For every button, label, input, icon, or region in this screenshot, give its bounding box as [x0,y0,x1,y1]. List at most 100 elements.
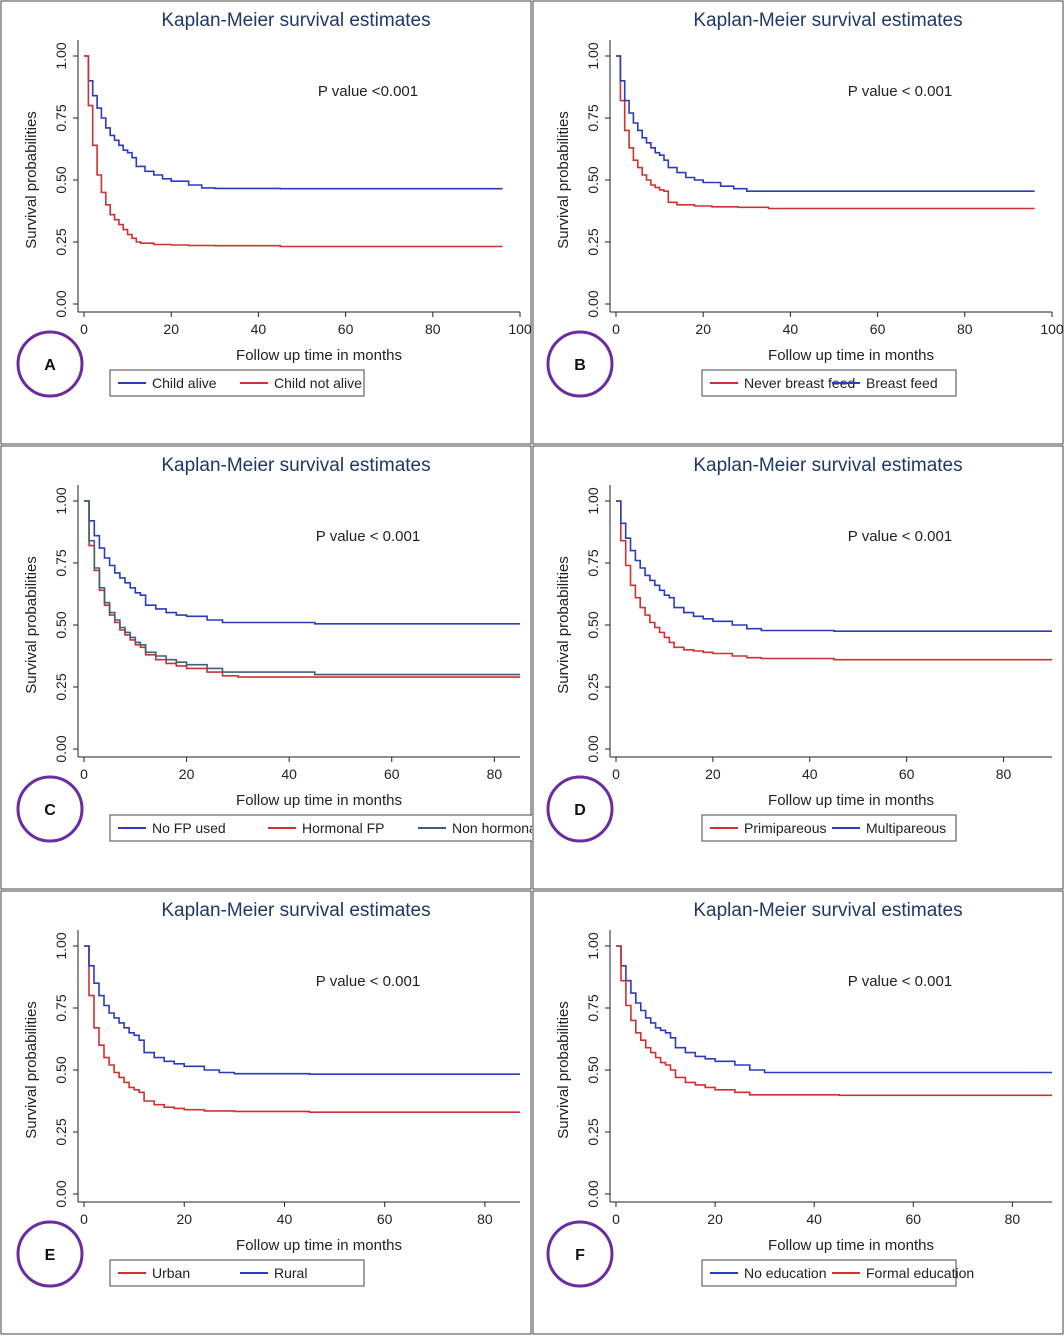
panel-frame [0,890,532,1335]
legend-label: Child not alive [274,375,362,391]
x-tick-label: 20 [176,1211,192,1227]
y-tick-label: 0.25 [585,1118,601,1145]
panel-frame [532,890,1064,1335]
y-tick-label: 0.00 [53,735,69,762]
y-tick-label: 0.00 [585,1180,601,1207]
y-tick-label: 0.50 [585,611,601,638]
x-tick-label: 0 [612,766,620,782]
y-tick-label: 0.50 [53,166,69,193]
km-curve-multipareous [616,500,1052,632]
chart-title: Kaplan-Meier survival estimates [693,455,962,476]
km-curve-hormonal-fp [84,500,520,678]
panel-label: A [44,357,56,374]
panel-label: F [575,1247,585,1264]
panel-frame [532,445,1064,890]
y-tick-label: 1.00 [585,932,601,959]
y-tick-label: 1.00 [585,487,601,514]
y-tick-label: 0.00 [53,1180,69,1207]
legend-box [701,369,957,397]
x-axis-label: Follow up time in months [236,347,402,364]
x-axis-label: Follow up time in months [768,347,934,364]
km-panel-b: Kaplan-Meier survival estimates 0.00 0.25 0… [532,0,1064,445]
y-tick-label: 0.50 [53,1056,69,1083]
legend-label: Child alive [152,375,217,391]
legend-label: Rural [274,1265,307,1281]
x-tick-label: 60 [870,321,886,337]
legend-box [701,814,957,842]
x-tick-label: 40 [277,1211,293,1227]
x-tick-label: 40 [783,321,799,337]
x-tick-label: 20 [695,321,711,337]
km-curve-no-fp-used [84,500,520,625]
km-panel-f: Kaplan-Meier survival estimates 0.00 0.25 0… [532,890,1064,1335]
x-axis-label: Follow up time in months [768,1237,934,1254]
x-tick-label: 80 [1005,1211,1021,1227]
x-tick-label: 60 [384,766,400,782]
chart-title: Kaplan-Meier survival estimates [161,455,430,476]
y-tick-label: 0.75 [53,549,69,576]
panel-label-circle [16,1220,84,1288]
legend-label: Primipareous [744,820,826,836]
x-tick-label: 40 [806,1211,822,1227]
y-axis-label: Survival probabilities [23,556,40,694]
y-tick-label: 0.00 [585,290,601,317]
x-tick-label: 40 [281,766,297,782]
x-axis-label: Follow up time in months [236,792,402,809]
legend-label: Hormonal FP [302,820,384,836]
legend-label: No FP used [152,820,226,836]
km-panel-c: Kaplan-Meier survival estimates 0.00 0.25 0… [0,445,532,890]
p-value-annotation: P value < 0.001 [848,973,952,990]
panel-label-circle [546,775,614,843]
y-tick-label: 0.25 [53,228,69,255]
y-tick-label: 1.00 [53,932,69,959]
y-tick-label: 0.25 [53,673,69,700]
y-tick-label: 1.00 [585,42,601,69]
y-tick-label: 1.00 [53,42,69,69]
y-axis-label: Survival probabilities [555,111,572,249]
panel-label-circle [16,330,84,398]
chart-title: Kaplan-Meier survival estimates [161,10,430,31]
km-chart-svg: Kaplan-Meier survival estimates 0.00 0.25 0… [532,0,1064,445]
panel-frame [0,0,532,445]
km-chart-svg: Kaplan-Meier survival estimates 0.00 0.25 0… [532,890,1064,1335]
x-axis-label: Follow up time in months [236,1237,402,1254]
x-tick-label: 0 [80,766,88,782]
y-tick-label: 0.00 [53,290,69,317]
x-tick-label: 40 [251,321,267,337]
km-curve-child-alive [84,55,503,190]
y-tick-label: 0.75 [53,104,69,131]
p-value-annotation: P value <0.001 [318,83,418,100]
legend-label: Non hormonal [452,820,532,836]
legend-label: No education [744,1265,827,1281]
panel-frame [0,445,532,890]
y-tick-label: 0.75 [585,104,601,131]
y-axis-label: Survival probabilities [555,1001,572,1139]
y-tick-label: 0.75 [53,994,69,1021]
x-tick-label: 20 [705,766,721,782]
p-value-annotation: P value < 0.001 [848,528,952,545]
y-axis-label: Survival probabilities [23,111,40,249]
km-curve-no-education [616,945,1052,1074]
p-value-annotation: P value < 0.001 [316,973,420,990]
km-chart-svg: Kaplan-Meier survival estimates 0.00 0.25 0… [0,445,532,890]
panel-label: B [574,357,586,374]
km-curve-primipareous [616,500,1052,661]
km-curve-non-hormonal [84,500,520,676]
panel-label-circle [546,330,614,398]
y-axis-label: Survival probabilities [555,556,572,694]
km-chart-svg: Kaplan-Meier survival estimates 0.00 0.25 0… [0,890,532,1335]
x-tick-label: 80 [996,766,1012,782]
y-tick-label: 0.50 [585,166,601,193]
km-panel-a: Kaplan-Meier survival estimates 0.00 0.25 0… [0,0,532,445]
x-tick-label: 40 [802,766,818,782]
y-tick-label: 0.25 [53,1118,69,1145]
legend-box [109,369,365,397]
panel-label-circle [546,1220,614,1288]
km-chart-svg: Kaplan-Meier survival estimates 0.00 0.25 0… [532,445,1064,890]
x-tick-label: 0 [80,1211,88,1227]
km-chart-svg: Kaplan-Meier survival estimates 0.00 0.25 0… [0,0,532,445]
y-tick-label: 1.00 [53,487,69,514]
x-tick-label: 80 [957,321,973,337]
x-tick-label: 60 [905,1211,921,1227]
